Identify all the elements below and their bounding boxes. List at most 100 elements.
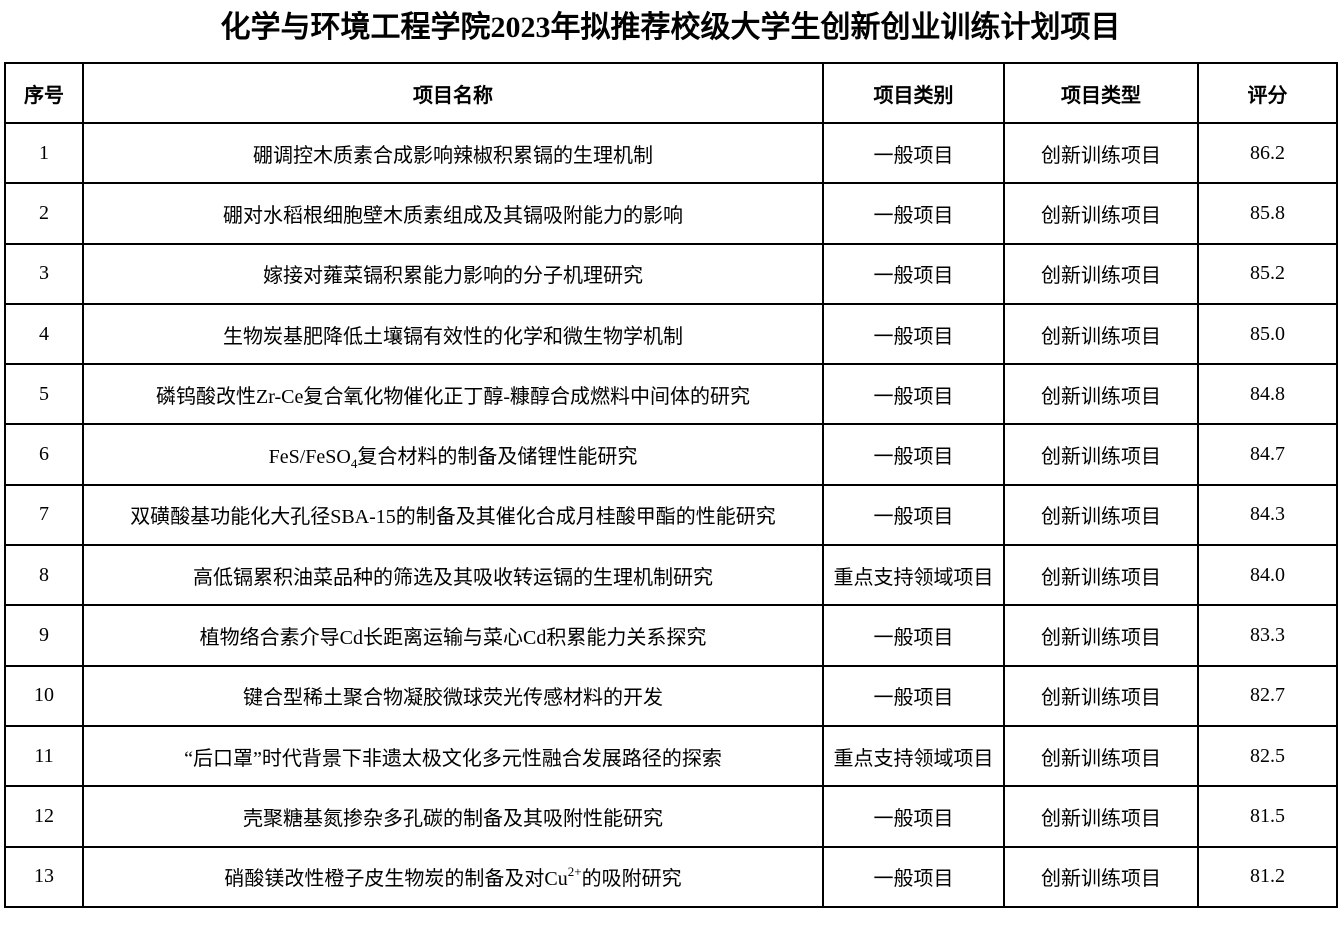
row-number: 2	[4, 182, 84, 245]
project-name-segment: 植物络合素介导Cd长距离运输与菜心Cd积累能力关系探究	[199, 627, 707, 650]
header-category: 项目类别	[822, 62, 1005, 124]
project-name: 硝酸镁改性橙子皮生物炭的制备及对Cu2+的吸附研究	[82, 845, 824, 908]
project-category: 一般项目	[822, 242, 1005, 305]
project-name-segment: 硼调控木质素合成影响辣椒积累镉的生理机制	[253, 144, 653, 167]
project-name-segment: 嫁接对蕹菜镉积累能力影响的分子机理研究	[263, 265, 643, 288]
row-number: 6	[4, 423, 84, 486]
project-score: 85.0	[1197, 302, 1338, 366]
project-score: 82.7	[1197, 664, 1338, 727]
project-score: 81.2	[1197, 845, 1338, 908]
project-score: 86.2	[1197, 121, 1338, 185]
table-row: 4 生物炭基肥降低土壤镉有效性的化学和微生物学机制 一般项目 创新训练项目 85.0	[4, 302, 1338, 366]
project-category: 一般项目	[822, 302, 1005, 366]
project-score: 81.5	[1197, 785, 1338, 848]
row-number: 13	[4, 845, 84, 908]
table-row: 6 FeS/FeSO4复合材料的制备及储锂性能研究 一般项目 创新训练项目 84.7	[4, 423, 1338, 486]
row-number: 11	[4, 724, 84, 788]
project-name-segment: 键合型稀土聚合物凝胶微球荧光传感材料的开发	[243, 687, 663, 710]
project-name: 双磺酸基功能化大孔径SBA-15的制备及其催化合成月桂酸甲酯的性能研究	[82, 483, 824, 547]
table-row: 7 双磺酸基功能化大孔径SBA-15的制备及其催化合成月桂酸甲酯的性能研究 一般项目…	[4, 483, 1338, 547]
project-name-segment: 双磺酸基功能化大孔径SBA-15的制备及其催化合成月桂酸甲酯的性能研究	[130, 506, 776, 529]
row-number: 1	[4, 121, 84, 185]
project-name-segment: 磷钨酸改性Zr-Ce复合氧化物催化正丁醇-糠醇合成燃料中间体的研究	[155, 385, 750, 408]
project-type: 创新训练项目	[1003, 423, 1199, 486]
project-score: 83.3	[1197, 604, 1338, 667]
project-category: 一般项目	[822, 363, 1005, 426]
page-title: 化学与环境工程学院2023年拟推荐校级大学生创新创业训练计划项目	[220, 11, 1121, 44]
project-name-segment: 硝酸镁改性橙子皮生物炭的制备及对Cu	[224, 868, 568, 891]
row-number: 4	[4, 302, 84, 366]
project-category: 一般项目	[822, 121, 1005, 185]
project-category: 一般项目	[822, 604, 1005, 667]
project-name: 高低镉累积油菜品种的筛选及其吸收转运镉的生理机制研究	[82, 544, 824, 607]
project-name-segment: 4	[350, 456, 358, 472]
header-name: 项目名称	[82, 62, 824, 124]
project-type: 创新训练项目	[1003, 604, 1199, 667]
table-row: 8 高低镉累积油菜品种的筛选及其吸收转运镉的生理机制研究 重点支持领域项目 创新训练项…	[4, 544, 1338, 607]
project-name-segment: 复合材料的制备及储锂性能研究	[357, 446, 638, 469]
project-name: FeS/FeSO4复合材料的制备及储锂性能研究	[82, 423, 824, 486]
project-name: 嫁接对蕹菜镉积累能力影响的分子机理研究	[82, 242, 824, 305]
project-name-segment: 壳聚糖基氮掺杂多孔碳的制备及其吸附性能研究	[243, 807, 663, 830]
project-type: 创新训练项目	[1003, 121, 1199, 185]
project-score: 85.8	[1197, 182, 1338, 245]
project-type: 创新训练项目	[1003, 845, 1199, 908]
row-number: 5	[4, 363, 84, 426]
table-row: 12 壳聚糖基氮掺杂多孔碳的制备及其吸附性能研究 一般项目 创新训练项目 81.5	[4, 785, 1338, 848]
project-score: 84.0	[1197, 544, 1338, 607]
row-number: 9	[4, 604, 84, 667]
project-category: 重点支持领域项目	[822, 724, 1005, 788]
table-row: 3 嫁接对蕹菜镉积累能力影响的分子机理研究 一般项目 创新训练项目 85.2	[4, 242, 1338, 305]
project-name-segment: 生物炭基肥降低土壤镉有效性的化学和微生物学机制	[223, 325, 683, 348]
project-type: 创新训练项目	[1003, 302, 1199, 366]
row-number: 12	[4, 785, 84, 848]
project-score: 84.7	[1197, 423, 1338, 486]
project-score: 85.2	[1197, 242, 1338, 305]
project-name: 磷钨酸改性Zr-Ce复合氧化物催化正丁醇-糠醇合成燃料中间体的研究	[82, 363, 824, 426]
row-number: 7	[4, 483, 84, 547]
project-name-segment: 硼对水稻根细胞壁木质素组成及其镉吸附能力的影响	[223, 204, 683, 227]
project-category: 一般项目	[822, 785, 1005, 848]
project-type: 创新训练项目	[1003, 242, 1199, 305]
project-score: 84.8	[1197, 363, 1338, 426]
project-name-segment: FeS/FeSO	[268, 446, 351, 469]
project-type: 创新训练项目	[1003, 182, 1199, 245]
project-name: 硼调控木质素合成影响辣椒积累镉的生理机制	[82, 121, 824, 185]
project-name: “后口罩”时代背景下非遗太极文化多元性融合发展路径的探索	[82, 724, 824, 788]
project-score: 84.3	[1197, 483, 1338, 547]
project-type: 创新训练项目	[1003, 544, 1199, 607]
table-row: 2 硼对水稻根细胞壁木质素组成及其镉吸附能力的影响 一般项目 创新训练项目 85.8	[4, 182, 1338, 245]
table-header-row: 序号 项目名称 项目类别 项目类型 评分	[4, 62, 1338, 124]
project-type: 创新训练项目	[1003, 363, 1199, 426]
project-type: 创新训练项目	[1003, 664, 1199, 727]
header-score: 评分	[1197, 62, 1338, 124]
project-name: 键合型稀土聚合物凝胶微球荧光传感材料的开发	[82, 664, 824, 727]
project-category: 一般项目	[822, 483, 1005, 547]
project-name: 植物络合素介导Cd长距离运输与菜心Cd积累能力关系探究	[82, 604, 824, 667]
project-category: 一般项目	[822, 845, 1005, 908]
row-number: 8	[4, 544, 84, 607]
project-name-segment: “后口罩”时代背景下非遗太极文化多元性融合发展路径的探索	[184, 747, 722, 770]
project-name: 壳聚糖基氮掺杂多孔碳的制备及其吸附性能研究	[82, 785, 824, 848]
table-row: 13 硝酸镁改性橙子皮生物炭的制备及对Cu2+的吸附研究 一般项目 创新训练项目 81.…	[4, 845, 1338, 908]
project-type: 创新训练项目	[1003, 724, 1199, 788]
table-row: 9 植物络合素介导Cd长距离运输与菜心Cd积累能力关系探究 一般项目 创新训练项目 83…	[4, 604, 1338, 667]
header-no: 序号	[4, 62, 84, 124]
project-name-segment: 2+	[567, 864, 582, 880]
table-row: 1 硼调控木质素合成影响辣椒积累镉的生理机制 一般项目 创新训练项目 86.2	[4, 121, 1338, 185]
project-name-segment: 高低镉累积油菜品种的筛选及其吸收转运镉的生理机制研究	[193, 566, 713, 589]
project-table: 序号 项目名称 项目类别 项目类型 评分 1 硼调控木质素合成影响辣椒积累镉的生理…	[4, 62, 1338, 908]
project-name: 硼对水稻根细胞壁木质素组成及其镉吸附能力的影响	[82, 182, 824, 245]
project-type: 创新训练项目	[1003, 483, 1199, 547]
table-row: 10 键合型稀土聚合物凝胶微球荧光传感材料的开发 一般项目 创新训练项目 82.7	[4, 664, 1338, 727]
project-type: 创新训练项目	[1003, 785, 1199, 848]
row-number: 10	[4, 664, 84, 727]
project-category: 重点支持领域项目	[822, 544, 1005, 607]
project-category: 一般项目	[822, 182, 1005, 245]
table-row: 11 “后口罩”时代背景下非遗太极文化多元性融合发展路径的探索 重点支持领域项目 创新…	[4, 724, 1338, 788]
header-type: 项目类型	[1003, 62, 1199, 124]
project-category: 一般项目	[822, 423, 1005, 486]
project-name-segment: 的吸附研究	[581, 868, 682, 891]
project-category: 一般项目	[822, 664, 1005, 727]
row-number: 3	[4, 242, 84, 305]
